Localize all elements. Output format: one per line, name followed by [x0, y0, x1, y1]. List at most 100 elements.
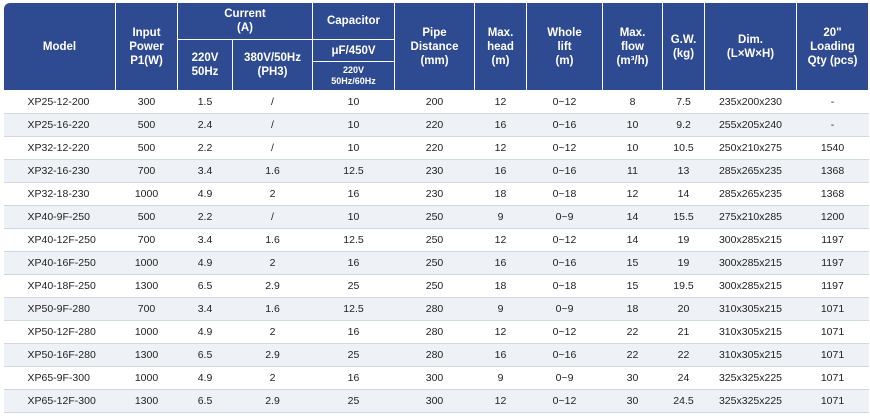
- cell-current-380v: /: [232, 136, 313, 160]
- cell-current-220v: 6.5: [177, 389, 233, 413]
- cell-capacitor: 16: [312, 251, 395, 275]
- cell-model: XP50-9F-280: [3, 297, 116, 321]
- cell-max-flow: 18: [602, 297, 663, 321]
- cell-max-flow: 30: [602, 366, 663, 390]
- table-row: XP32-16-230 700 3.4 1.6 12.5 230 16 0~16 11 13 285…: [3, 159, 869, 183]
- cell-max-head: 18: [474, 182, 527, 206]
- cell-max-flow: 14: [602, 228, 663, 252]
- table-body: XP25-12-200 300 1.5/10 200 12 0~12 8 7.5 235x200…: [3, 90, 869, 413]
- cell-dimensions: 285x265x235: [704, 182, 797, 206]
- table-row: XP40-18F-250 1300 6.5 2.9 25 250 18 0~18 15 19.5 3…: [3, 274, 869, 298]
- cell-capacitor: 25: [312, 343, 395, 367]
- cell-gross-weight: 10.5: [662, 136, 705, 160]
- cell-whole-lift: 0~12: [526, 136, 603, 160]
- table-row: XP25-16-220 500 2.4/10 220 16 0~16 10 9.2 255x20…: [3, 113, 869, 137]
- col-whole-lift: Whole lift (m): [526, 2, 603, 91]
- cell-whole-lift: 0~9: [526, 366, 603, 390]
- cell-model: XP25-12-200: [3, 90, 116, 114]
- cell-current-220v: 6.5: [177, 274, 233, 298]
- cell-current-220v: 6.5: [177, 343, 233, 367]
- cell-current-220v: 4.9: [177, 251, 233, 275]
- cell-gross-weight: 22: [662, 343, 705, 367]
- cell-input-power: 1300: [115, 343, 178, 367]
- cell-max-head: 18: [474, 274, 527, 298]
- cell-current-220v: 2.2: [177, 136, 233, 160]
- cell-pipe-distance: 300: [394, 389, 475, 413]
- cell-current-380v: 2: [232, 366, 313, 390]
- cell-pipe-distance: 220: [394, 113, 475, 137]
- cell-current-220v: 4.9: [177, 320, 233, 344]
- cell-pipe-distance: 300: [394, 366, 475, 390]
- table-row: XP50-16F-280 1300 6.5 2.9 25 280 16 0~16 22 22 310…: [3, 343, 869, 367]
- cell-max-head: 16: [474, 251, 527, 275]
- cell-dimensions: 250x210x275: [704, 136, 797, 160]
- cell-current-220v: 4.9: [177, 182, 233, 206]
- cell-loading-qty: 1071: [796, 320, 869, 344]
- cell-model: XP40-16F-250: [3, 251, 116, 275]
- cell-dimensions: 300x285x215: [704, 274, 797, 298]
- cell-current-380v: 2: [232, 320, 313, 344]
- col-current: Current (A): [177, 2, 313, 40]
- cell-loading-qty: -: [796, 90, 869, 114]
- cell-current-380v: 1.6: [232, 228, 313, 252]
- cell-input-power: 1300: [115, 274, 178, 298]
- cell-whole-lift: 0~16: [526, 343, 603, 367]
- cell-gross-weight: 20: [662, 297, 705, 321]
- cell-current-220v: 2.4: [177, 113, 233, 137]
- cell-gross-weight: 9.2: [662, 113, 705, 137]
- col-dimensions: Dim. (L×W×H): [704, 2, 797, 91]
- cell-dimensions: 235x200x230: [704, 90, 797, 114]
- table-row: XP50-12F-280 1000 4.9 2 16 280 12 0~12 22 21 310x3…: [3, 320, 869, 344]
- cell-loading-qty: 1071: [796, 343, 869, 367]
- cell-dimensions: 310x305x215: [704, 297, 797, 321]
- cell-max-head: 16: [474, 113, 527, 137]
- cell-max-head: 12: [474, 136, 527, 160]
- cell-input-power: 500: [115, 136, 178, 160]
- cell-current-380v: 2: [232, 251, 313, 275]
- cell-whole-lift: 0~16: [526, 159, 603, 183]
- cell-input-power: 1000: [115, 182, 178, 206]
- cell-loading-qty: 1197: [796, 228, 869, 252]
- cell-dimensions: 275x210x285: [704, 205, 797, 229]
- col-pipe-distance: Pipe Distance (mm): [394, 2, 475, 91]
- cell-max-head: 12: [474, 320, 527, 344]
- table-row: XP25-12-200 300 1.5/10 200 12 0~12 8 7.5 235x200…: [3, 90, 869, 114]
- cell-max-head: 16: [474, 343, 527, 367]
- cell-model: XP32-18-230: [3, 182, 116, 206]
- cell-whole-lift: 0~9: [526, 297, 603, 321]
- cell-capacitor: 10: [312, 136, 395, 160]
- cell-model: XP65-9F-300: [3, 366, 116, 390]
- cell-dimensions: 300x285x215: [704, 251, 797, 275]
- cell-current-380v: /: [232, 113, 313, 137]
- col-model: Model: [3, 2, 116, 91]
- cell-loading-qty: 1071: [796, 297, 869, 321]
- cell-dimensions: 310x305x215: [704, 343, 797, 367]
- col-capacitor-freq: 220V 50Hz/60Hz: [312, 61, 395, 91]
- cell-current-380v: 2: [232, 182, 313, 206]
- cell-max-flow: 30: [602, 389, 663, 413]
- cell-gross-weight: 21: [662, 320, 705, 344]
- cell-max-flow: 22: [602, 343, 663, 367]
- col-max-head: Max. head (m): [474, 2, 527, 91]
- cell-max-flow: 11: [602, 159, 663, 183]
- cell-model: XP32-16-230: [3, 159, 116, 183]
- cell-current-220v: 3.4: [177, 297, 233, 321]
- cell-pipe-distance: 250: [394, 205, 475, 229]
- table-row: XP40-12F-250 700 3.4 1.6 12.5 250 12 0~12 14 19 30…: [3, 228, 869, 252]
- cell-loading-qty: 1368: [796, 159, 869, 183]
- cell-max-flow: 14: [602, 205, 663, 229]
- cell-dimensions: 300x285x215: [704, 228, 797, 252]
- cell-gross-weight: 19: [662, 251, 705, 275]
- cell-current-380v: 2.9: [232, 274, 313, 298]
- cell-max-head: 12: [474, 389, 527, 413]
- cell-current-380v: 2.9: [232, 389, 313, 413]
- cell-max-head: 9: [474, 297, 527, 321]
- cell-capacitor: 16: [312, 182, 395, 206]
- table-row: XP65-12F-300 1300 6.5 2.9 25 300 12 0~12 30 24.5 3…: [3, 389, 869, 413]
- col-capacitor-uf: μF/450V: [312, 39, 395, 62]
- cell-current-220v: 1.5: [177, 90, 233, 114]
- cell-pipe-distance: 230: [394, 159, 475, 183]
- cell-input-power: 1000: [115, 366, 178, 390]
- cell-loading-qty: -: [796, 113, 869, 137]
